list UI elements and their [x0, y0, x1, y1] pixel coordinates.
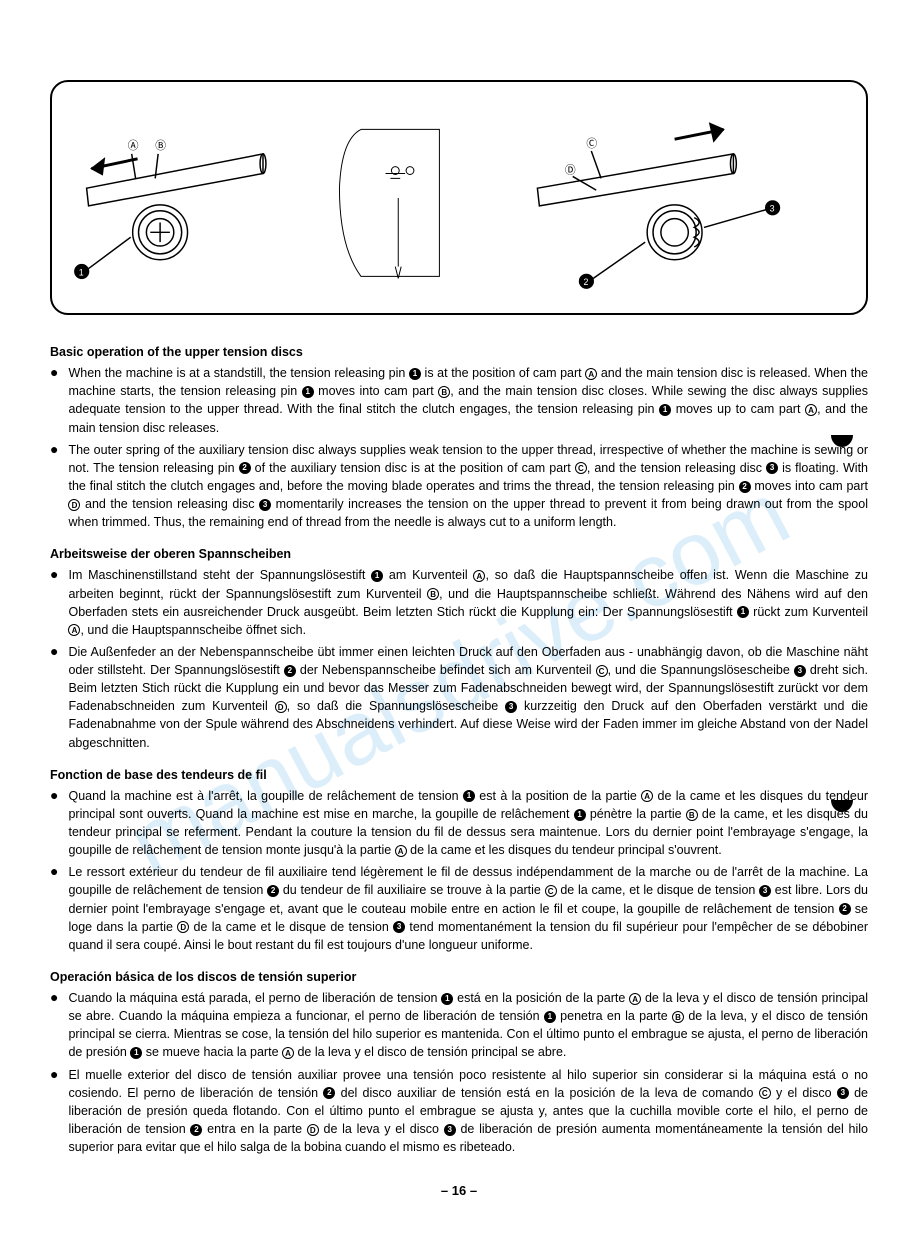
section-title: Operación básica de los discos de tensió… — [50, 968, 868, 986]
svg-text:Ⓒ: Ⓒ — [586, 138, 597, 150]
bullet-marker: ● — [50, 566, 58, 639]
bullet-item: ●Le ressort extérieur du tendeur de fil … — [50, 863, 868, 954]
section-title: Arbeitsweise der oberen Spannscheiben — [50, 545, 868, 563]
bullet-marker: ● — [50, 989, 58, 1062]
svg-text:Ⓓ: Ⓓ — [565, 164, 576, 176]
bullet-text: Le ressort extérieur du tendeur de fil a… — [68, 863, 868, 954]
bullet-item: ●The outer spring of the auxiliary tensi… — [50, 441, 868, 532]
bullet-item: ●Im Maschinenstillstand steht der Spannu… — [50, 566, 868, 639]
bullet-marker: ● — [50, 787, 58, 860]
bullet-text: Quand la machine est à l'arrêt, la goupi… — [68, 787, 868, 860]
bullet-text: Die Außenfeder an der Nebenspannscheibe … — [68, 643, 868, 752]
bullet-item: ●When the machine is at a standstill, th… — [50, 364, 868, 437]
bullet-marker: ● — [50, 441, 58, 532]
bullet-text: Im Maschinenstillstand steht der Spannun… — [68, 566, 868, 639]
svg-text:Ⓑ: Ⓑ — [155, 140, 166, 152]
section-title: Basic operation of the upper tension dis… — [50, 343, 868, 361]
bullet-marker: ● — [50, 364, 58, 437]
bullet-text: Cuando la máquina está parada, el perno … — [68, 989, 868, 1062]
bullet-marker: ● — [50, 643, 58, 752]
section-title: Fonction de base des tendeurs de fil — [50, 766, 868, 784]
bullet-item: ●El muelle exterior del disco de tensión… — [50, 1066, 868, 1157]
bullet-text: When the machine is at a standstill, the… — [68, 364, 868, 437]
svg-text:3: 3 — [770, 203, 775, 213]
bullet-item: ●Quand la machine est à l'arrêt, la goup… — [50, 787, 868, 860]
tension-diagram: Ⓐ Ⓑ 1 — [67, 98, 851, 298]
bullet-item: ●Die Außenfeder an der Nebenspannscheibe… — [50, 643, 868, 752]
bullet-item: ●Cuando la máquina está parada, el perno… — [50, 989, 868, 1062]
bullet-marker: ● — [50, 863, 58, 954]
bullet-text: The outer spring of the auxiliary tensio… — [68, 441, 868, 532]
svg-text:2: 2 — [583, 277, 588, 287]
svg-text:Ⓐ: Ⓐ — [128, 140, 139, 152]
diagram-box: Ⓐ Ⓑ 1 — [50, 80, 868, 315]
svg-text:1: 1 — [79, 267, 84, 277]
page-number: – 16 – — [50, 1182, 868, 1201]
bullet-marker: ● — [50, 1066, 58, 1157]
bullet-text: El muelle exterior del disco de tensión … — [68, 1066, 868, 1157]
